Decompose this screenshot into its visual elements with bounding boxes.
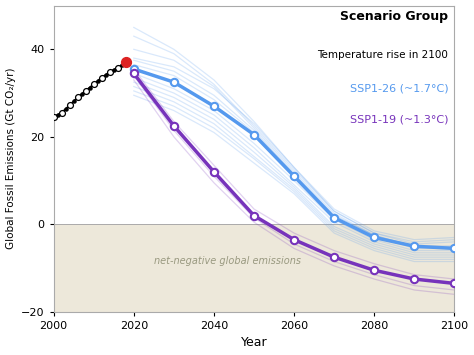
- Point: [410, 244, 418, 249]
- Point: [50, 114, 57, 120]
- Point: [86, 85, 93, 91]
- Point: [371, 235, 378, 240]
- Point: [58, 110, 65, 116]
- Point: [114, 65, 121, 71]
- Point: [62, 106, 70, 112]
- Point: [82, 88, 90, 94]
- Point: [74, 94, 82, 100]
- Point: [210, 103, 218, 109]
- Point: [78, 91, 85, 97]
- Text: SSP1-19 (~1.3°C): SSP1-19 (~1.3°C): [350, 114, 448, 124]
- Text: net-negative global emissions: net-negative global emissions: [154, 256, 301, 266]
- Point: [290, 173, 298, 179]
- Point: [94, 78, 101, 84]
- Point: [250, 213, 258, 218]
- Point: [410, 276, 418, 282]
- Point: [371, 267, 378, 273]
- Text: Temperature rise in 2100: Temperature rise in 2100: [318, 50, 448, 60]
- Point: [98, 75, 106, 81]
- Point: [170, 79, 178, 85]
- Point: [210, 169, 218, 175]
- Point: [170, 123, 178, 129]
- Point: [66, 103, 73, 108]
- Bar: [54, 224, 455, 312]
- Point: [122, 60, 129, 65]
- Point: [290, 237, 298, 242]
- Point: [330, 254, 338, 260]
- Text: Scenario Group: Scenario Group: [340, 10, 448, 23]
- Point: [106, 69, 114, 75]
- Text: SSP1-26 (~1.7°C): SSP1-26 (~1.7°C): [350, 84, 448, 94]
- Point: [54, 112, 62, 118]
- Point: [330, 215, 338, 220]
- Point: [110, 67, 118, 73]
- X-axis label: Year: Year: [241, 337, 267, 349]
- Point: [130, 66, 137, 72]
- Point: [451, 280, 458, 286]
- Point: [90, 82, 98, 87]
- Point: [122, 60, 129, 65]
- Y-axis label: Global Fossil Emissions (Gt CO₂/yr): Global Fossil Emissions (Gt CO₂/yr): [6, 68, 16, 250]
- Point: [130, 71, 137, 76]
- Point: [118, 62, 126, 68]
- Point: [102, 72, 109, 78]
- Point: [451, 246, 458, 251]
- Point: [70, 99, 77, 104]
- Point: [250, 132, 258, 137]
